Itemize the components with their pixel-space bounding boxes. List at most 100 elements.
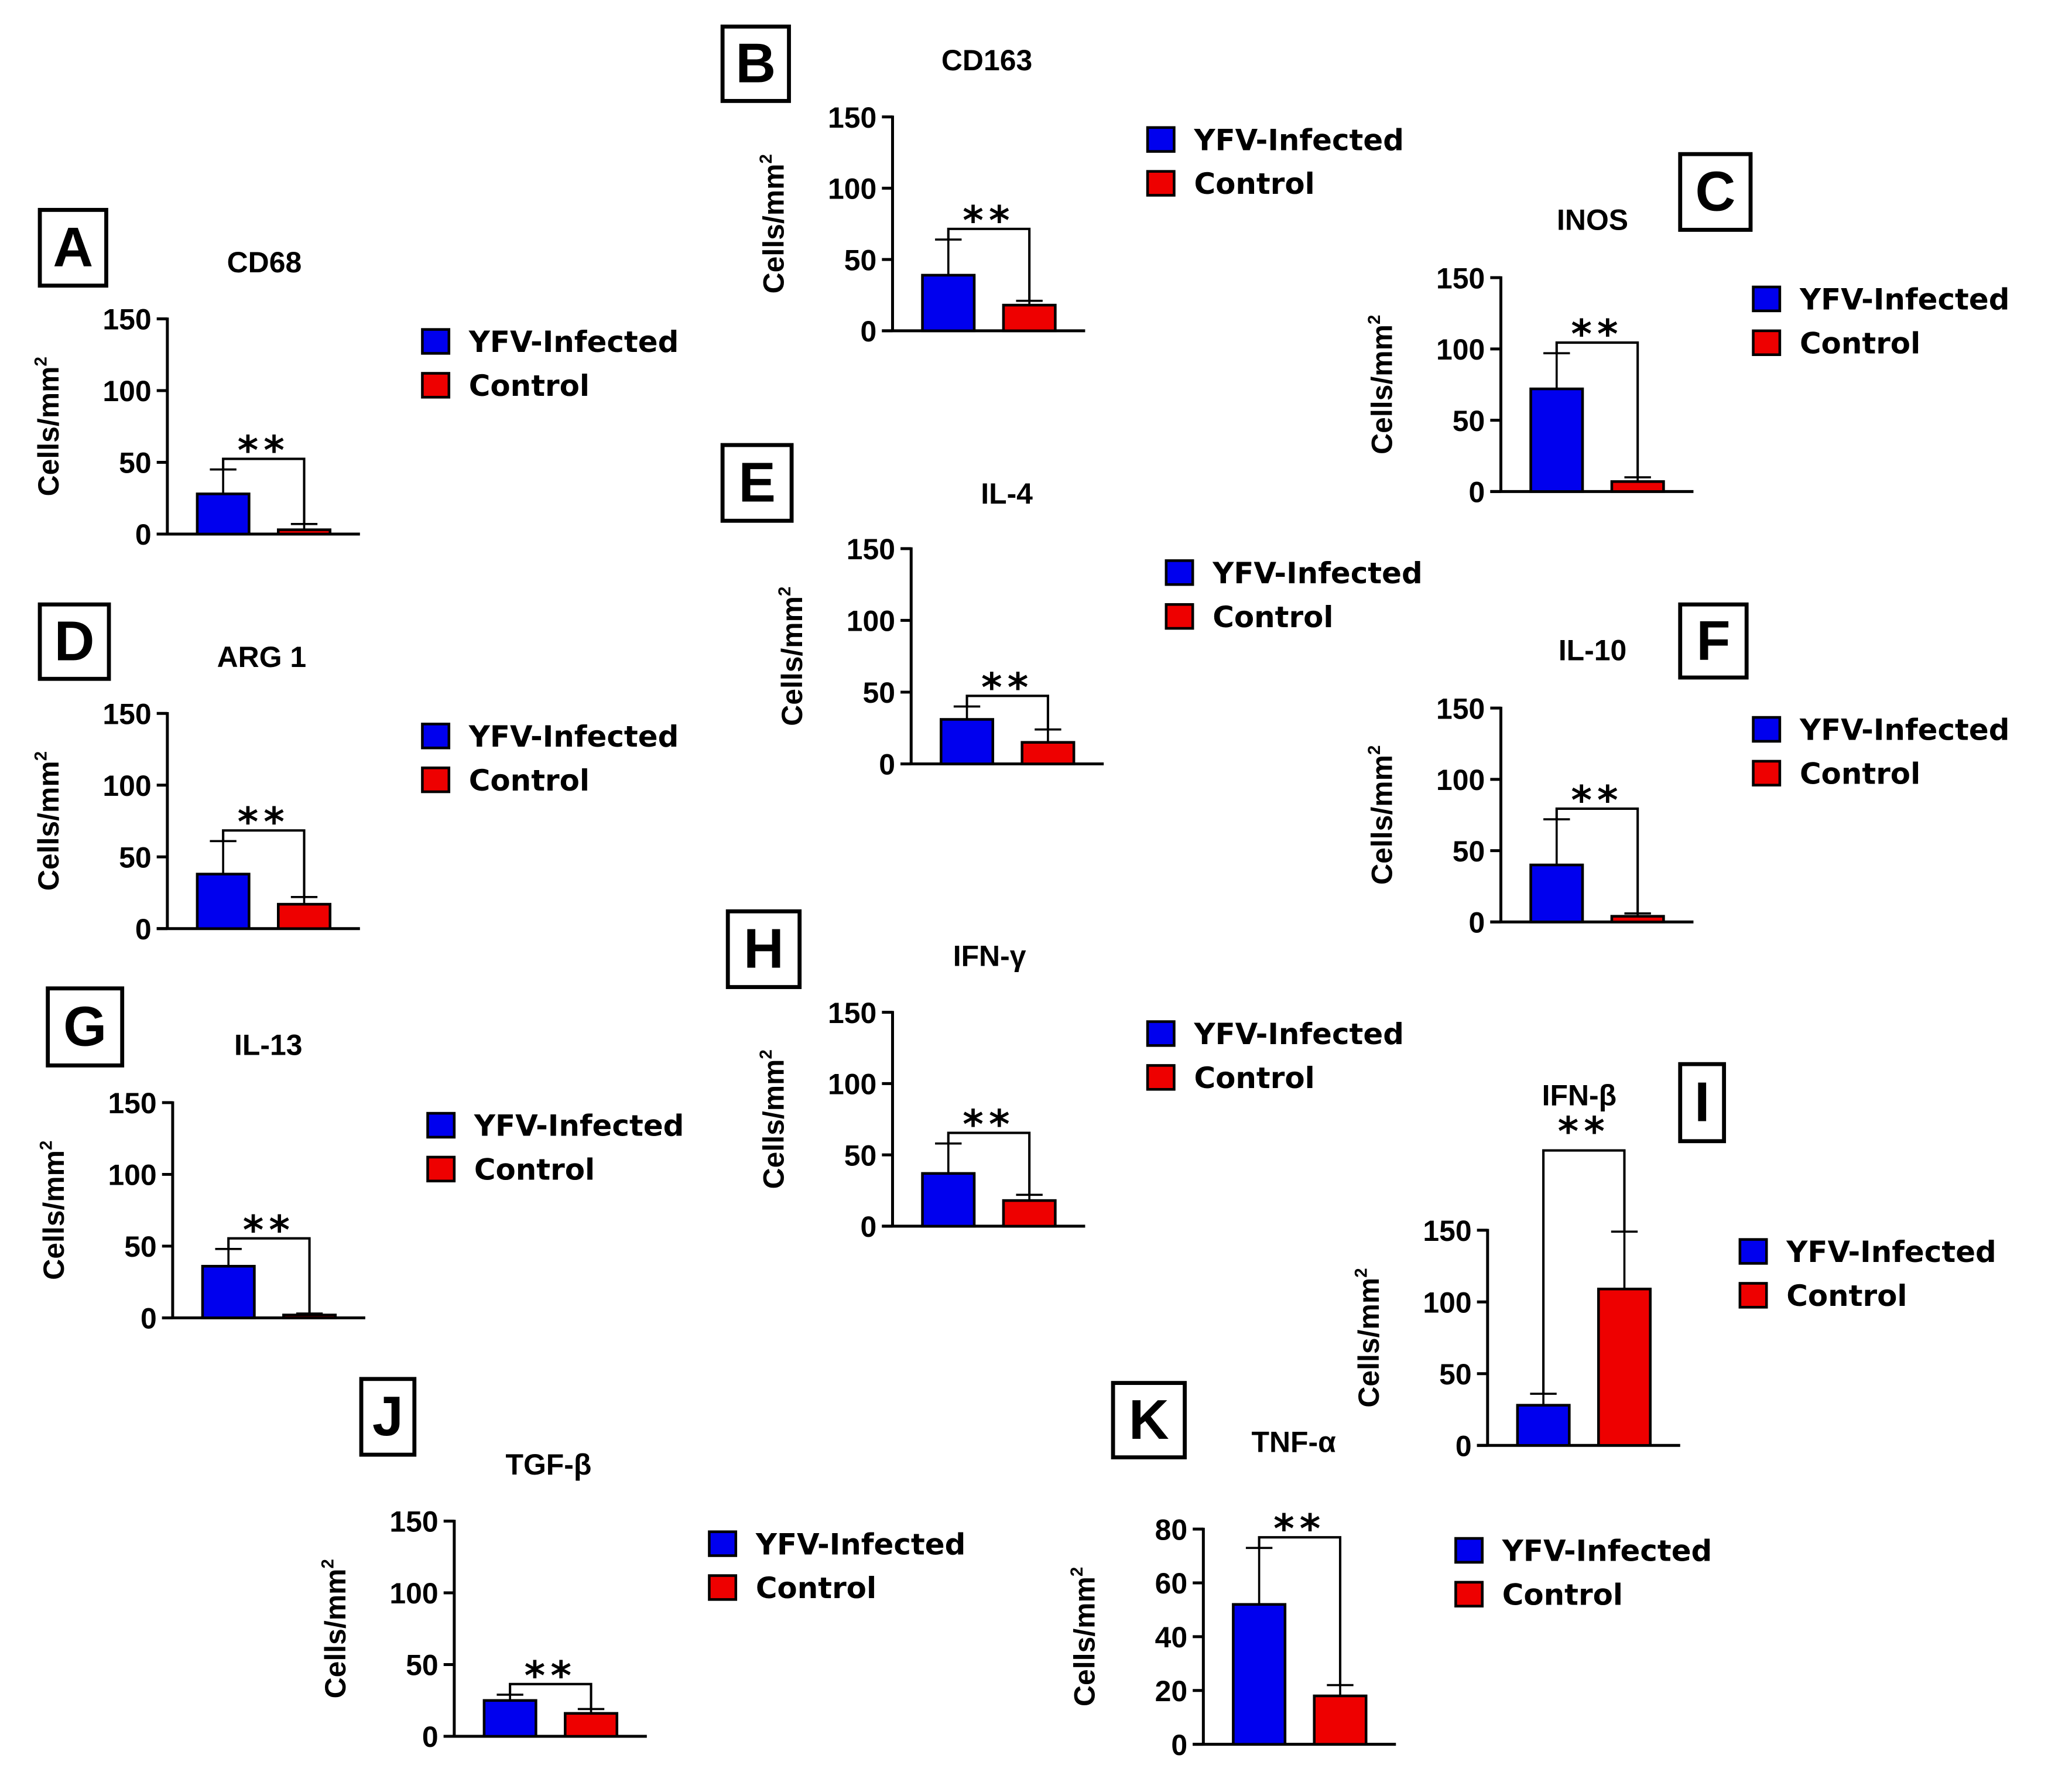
y-tick-label: 100	[1436, 764, 1485, 796]
y-axis-label-text: Cells/mm	[1365, 324, 1398, 454]
y-axis-label-text: Cells/mm	[757, 1059, 790, 1189]
significance-bracket	[947, 1131, 1031, 1195]
bar-control	[277, 528, 332, 536]
legend-label-control: Control	[469, 764, 590, 798]
y-axis-label-text: Cells/mm	[37, 1150, 70, 1280]
legend-label-control: Control	[756, 1571, 876, 1605]
y-tick-label: 100	[108, 1159, 156, 1192]
legend-label-control: Control	[1786, 1279, 1907, 1313]
y-axis-label-superscript: 2	[1365, 745, 1384, 755]
chart-title: IFN-β	[1542, 1079, 1616, 1111]
significance-label: **	[238, 428, 290, 474]
legend-label-infected: YFV-Infected	[474, 1109, 684, 1143]
chart-title: INOS	[1557, 203, 1628, 236]
panel-label-box	[37, 208, 108, 288]
bar-infected	[1529, 863, 1584, 923]
bar-control	[1610, 915, 1665, 923]
significance-label: **	[238, 799, 290, 846]
legend-swatch-control	[1454, 1581, 1484, 1607]
panel-c: C INOS 0 50 100 150 Cells/mm2 ** YFV-Infected Con…	[1365, 152, 2010, 509]
legend-swatch-infected	[1165, 559, 1194, 586]
significance-bracket	[222, 457, 306, 524]
y-tick-label: 150	[1436, 692, 1485, 725]
significance-bracket	[227, 1237, 311, 1314]
y-axis-label: Cells/mm2	[31, 751, 64, 891]
bar-control	[1313, 1694, 1368, 1746]
legend-swatch-control	[1752, 760, 1782, 787]
y-axis-label-text: Cells/mm	[32, 366, 65, 496]
chart-title: ARG 1	[217, 641, 306, 673]
y-tick-label: 0	[422, 1720, 439, 1753]
legend-label-infected: YFV-Infected	[1799, 283, 2010, 317]
significance-label: **	[1558, 1109, 1610, 1155]
y-tick-label: 150	[102, 303, 151, 336]
y-axis-label-text: Cells/mm	[32, 761, 65, 891]
legend-label-infected: YFV-Infected	[1502, 1534, 1713, 1568]
y-axis-label-superscript: 2	[1365, 315, 1384, 324]
legend-swatch-infected	[421, 328, 451, 355]
y-tick-label: 100	[847, 605, 895, 638]
y-axis-label-superscript: 2	[31, 357, 50, 366]
panel-label: G	[63, 996, 107, 1058]
y-axis-label-superscript: 2	[318, 1559, 337, 1568]
y-tick-label: 150	[828, 101, 876, 134]
y-tick-label: 150	[1423, 1215, 1471, 1247]
y-tick-label: 0	[1469, 476, 1485, 509]
panel-label: F	[1696, 610, 1730, 672]
y-axis-label: Cells/mm2	[775, 587, 809, 726]
panel-label: A	[53, 217, 93, 279]
bar-control	[1002, 303, 1057, 333]
y-tick-label: 50	[119, 447, 152, 480]
y-axis-label-superscript: 2	[1351, 1268, 1371, 1277]
y-tick-label: 0	[1455, 1429, 1472, 1462]
y-axis-label-superscript: 2	[31, 751, 50, 761]
significance-label: **	[981, 665, 1033, 711]
y-tick-label: 0	[861, 1210, 877, 1243]
y-tick-label: 60	[1155, 1567, 1188, 1600]
panel-label: D	[54, 610, 95, 672]
y-tick-label: 100	[389, 1577, 438, 1610]
bar-infected	[201, 1264, 256, 1319]
y-tick-label: 0	[135, 913, 152, 946]
legend-swatch-control	[1146, 170, 1176, 197]
significance-label: **	[963, 1102, 1015, 1148]
legend-label-infected: YFV-Infected	[1212, 556, 1423, 590]
y-axis-label: Cells/mm2	[756, 154, 790, 293]
significance-label: **	[1273, 1506, 1326, 1552]
panel-label: E	[738, 451, 776, 514]
legend-swatch-infected	[1454, 1537, 1484, 1564]
y-axis-label: Cells/mm2	[36, 1141, 70, 1280]
y-tick-label: 50	[1453, 835, 1485, 868]
legend-swatch-infected	[1146, 126, 1176, 153]
bar-control	[1002, 1199, 1057, 1228]
panel-label-box	[725, 909, 802, 989]
significance-bracket	[1555, 341, 1639, 478]
y-axis-label-superscript: 2	[756, 154, 776, 163]
y-tick-label: 20	[1155, 1675, 1188, 1708]
legend-swatch-infected	[708, 1530, 738, 1557]
panel-i: I IFN-β 0 50 100 150 Cells/mm2 ** YFV-Infected Co…	[1351, 1062, 1996, 1462]
legend-label-control: Control	[1194, 167, 1314, 201]
y-tick-label: 50	[124, 1230, 157, 1263]
y-axis-label-text: Cells/mm	[757, 164, 790, 294]
panel-label: I	[1694, 1072, 1710, 1134]
legend-swatch-control	[1146, 1064, 1176, 1091]
y-tick-label: 100	[828, 173, 876, 206]
bar-infected	[921, 273, 976, 333]
bar-infected	[940, 718, 995, 765]
bar-control	[1597, 1287, 1652, 1447]
y-tick-label: 50	[1453, 405, 1485, 437]
legend-label-control: Control	[1194, 1061, 1314, 1095]
y-axis-label-superscript: 2	[775, 587, 794, 596]
y-axis-label-superscript: 2	[36, 1141, 56, 1150]
legend-swatch-control	[421, 766, 451, 793]
y-tick-label: 150	[847, 533, 895, 566]
panel-label-box	[720, 24, 791, 103]
y-tick-label: 50	[863, 676, 896, 709]
legend-swatch-infected	[426, 1111, 456, 1139]
legend-label-control: Control	[474, 1153, 595, 1187]
chart-title: TNF-α	[1251, 1426, 1336, 1459]
y-axis-label-text: Cells/mm	[776, 596, 809, 726]
legend-label-control: Control	[1213, 600, 1333, 634]
